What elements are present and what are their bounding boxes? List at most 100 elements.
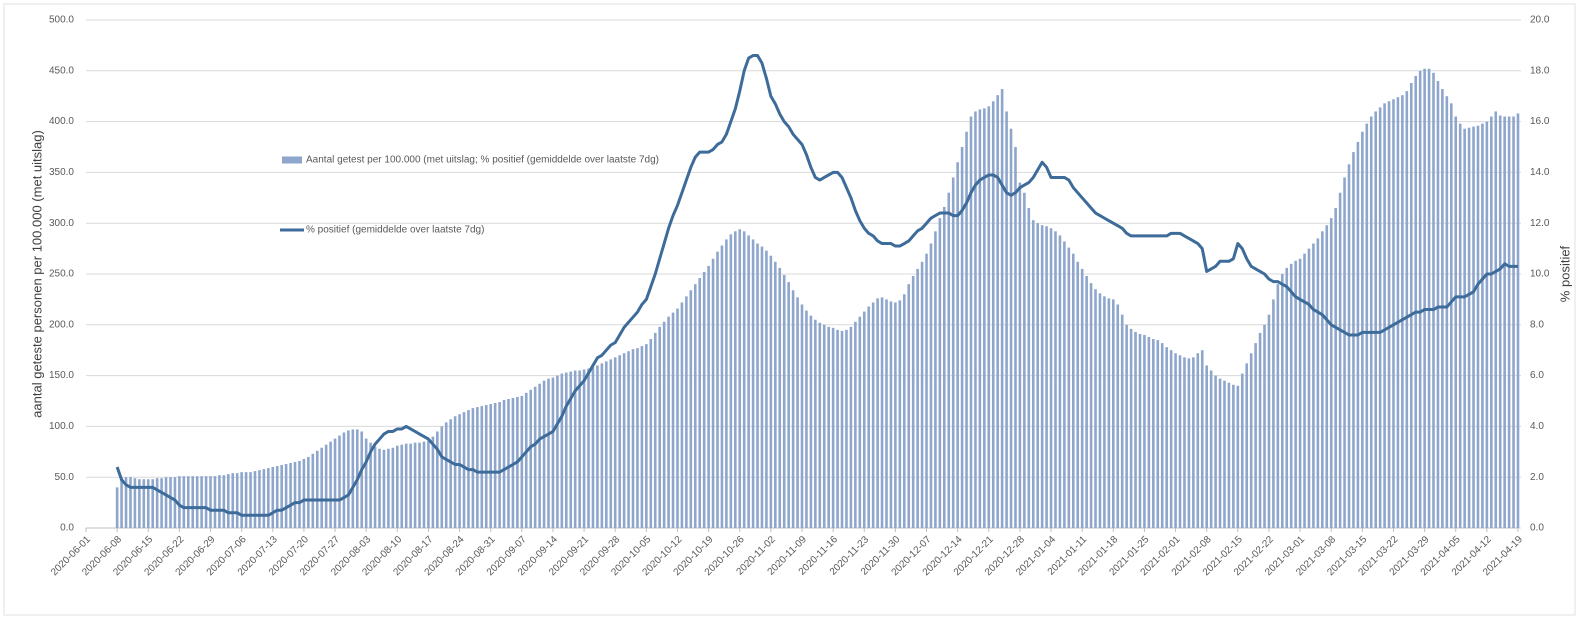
bar bbox=[894, 302, 897, 528]
bar bbox=[1485, 121, 1489, 528]
bar bbox=[1014, 147, 1017, 528]
bar bbox=[284, 463, 288, 528]
bar bbox=[987, 106, 991, 529]
bar bbox=[1000, 89, 1004, 528]
bar bbox=[160, 478, 163, 528]
bar bbox=[618, 355, 621, 528]
bar bbox=[115, 487, 119, 528]
bar bbox=[209, 476, 212, 528]
bar bbox=[711, 258, 715, 528]
bar bbox=[729, 234, 733, 528]
bar bbox=[560, 373, 564, 528]
bar bbox=[1427, 68, 1431, 528]
bar bbox=[880, 297, 884, 528]
bar bbox=[293, 461, 297, 528]
bar bbox=[1214, 375, 1217, 528]
bar bbox=[169, 477, 172, 528]
bar bbox=[787, 282, 790, 528]
bar bbox=[951, 177, 955, 529]
bar bbox=[164, 477, 168, 528]
bar bbox=[533, 386, 537, 528]
bar bbox=[227, 474, 230, 528]
bar bbox=[458, 414, 461, 528]
bar bbox=[1227, 382, 1231, 528]
bar bbox=[1169, 350, 1173, 528]
bar bbox=[698, 278, 702, 528]
bar bbox=[218, 475, 221, 528]
bar bbox=[1236, 385, 1240, 528]
bar bbox=[480, 406, 484, 528]
bar bbox=[1209, 370, 1213, 528]
bar bbox=[613, 357, 617, 528]
bar bbox=[573, 370, 577, 528]
bar bbox=[1463, 128, 1466, 528]
bar bbox=[449, 419, 452, 528]
bar bbox=[1116, 304, 1120, 528]
bar bbox=[1249, 353, 1253, 528]
bar bbox=[1071, 253, 1075, 528]
bar bbox=[805, 310, 808, 528]
bar bbox=[1045, 226, 1048, 529]
bar bbox=[676, 308, 679, 528]
bar bbox=[542, 380, 546, 528]
bar bbox=[996, 95, 999, 529]
y2-tick-label: 6.0 bbox=[1530, 370, 1544, 381]
bar bbox=[831, 327, 835, 528]
bar bbox=[1138, 333, 1142, 528]
bar bbox=[587, 368, 590, 528]
y2-axis-title: % positief bbox=[1557, 245, 1572, 302]
bar bbox=[213, 476, 217, 528]
bar bbox=[547, 378, 550, 528]
y2-tick-label: 4.0 bbox=[1530, 421, 1544, 432]
bar bbox=[1334, 207, 1337, 528]
bar bbox=[911, 276, 915, 528]
bar bbox=[569, 371, 573, 528]
bar bbox=[725, 239, 728, 528]
bar bbox=[302, 458, 306, 528]
bar bbox=[1494, 111, 1498, 528]
bar bbox=[1183, 357, 1186, 528]
bar bbox=[1218, 378, 1222, 528]
bar bbox=[275, 466, 279, 528]
bar bbox=[1285, 267, 1289, 528]
bar bbox=[836, 329, 839, 528]
bar bbox=[1054, 231, 1057, 528]
bar bbox=[1143, 334, 1146, 528]
bar bbox=[289, 462, 292, 528]
bar bbox=[1481, 123, 1484, 528]
bar bbox=[1258, 332, 1262, 528]
bar bbox=[1156, 340, 1160, 528]
bar bbox=[1098, 293, 1102, 528]
bar bbox=[298, 460, 301, 528]
bar bbox=[1165, 347, 1168, 528]
bar bbox=[1112, 299, 1115, 528]
legend-label: % positief (gemiddelde over laatste 7dg) bbox=[306, 225, 484, 236]
bar bbox=[609, 359, 613, 528]
bar bbox=[1352, 152, 1355, 528]
bar bbox=[818, 322, 822, 528]
bar bbox=[1338, 192, 1342, 528]
bar bbox=[796, 297, 799, 528]
bar bbox=[440, 426, 444, 528]
y2-tick-label: 14.0 bbox=[1530, 167, 1550, 178]
bar bbox=[1405, 91, 1409, 529]
bar bbox=[1187, 358, 1191, 528]
bar bbox=[1321, 231, 1324, 528]
bar bbox=[1276, 284, 1280, 528]
bar bbox=[929, 243, 933, 528]
bar bbox=[240, 472, 243, 528]
bar bbox=[373, 446, 377, 528]
bar bbox=[1369, 116, 1373, 529]
bar bbox=[382, 449, 386, 528]
y-tick-label: 400.0 bbox=[49, 116, 74, 127]
bar bbox=[351, 429, 355, 528]
bar bbox=[1316, 238, 1320, 528]
bar bbox=[400, 444, 404, 528]
bar bbox=[1423, 68, 1426, 528]
bar bbox=[653, 332, 657, 528]
bar bbox=[925, 253, 928, 528]
bar bbox=[1223, 380, 1226, 528]
bar bbox=[1272, 299, 1275, 528]
y-tick-label: 50.0 bbox=[55, 472, 75, 483]
bar bbox=[151, 479, 155, 528]
